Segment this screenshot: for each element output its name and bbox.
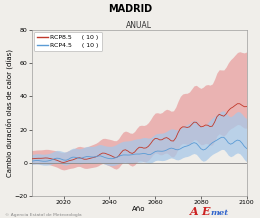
Title: ANUAL: ANUAL — [126, 21, 152, 30]
X-axis label: Año: Año — [132, 206, 146, 213]
Text: met: met — [210, 209, 228, 217]
Text: © Agencia Estatal de Meteorología: © Agencia Estatal de Meteorología — [5, 213, 82, 217]
Text: A: A — [190, 206, 198, 217]
Y-axis label: Cambio duración olas de calor (días): Cambio duración olas de calor (días) — [5, 49, 13, 177]
Text: E: E — [202, 206, 210, 217]
Text: MADRID: MADRID — [108, 4, 152, 14]
Legend: RCP8.5     ( 10 ), RCP4.5     ( 10 ): RCP8.5 ( 10 ), RCP4.5 ( 10 ) — [34, 32, 102, 51]
